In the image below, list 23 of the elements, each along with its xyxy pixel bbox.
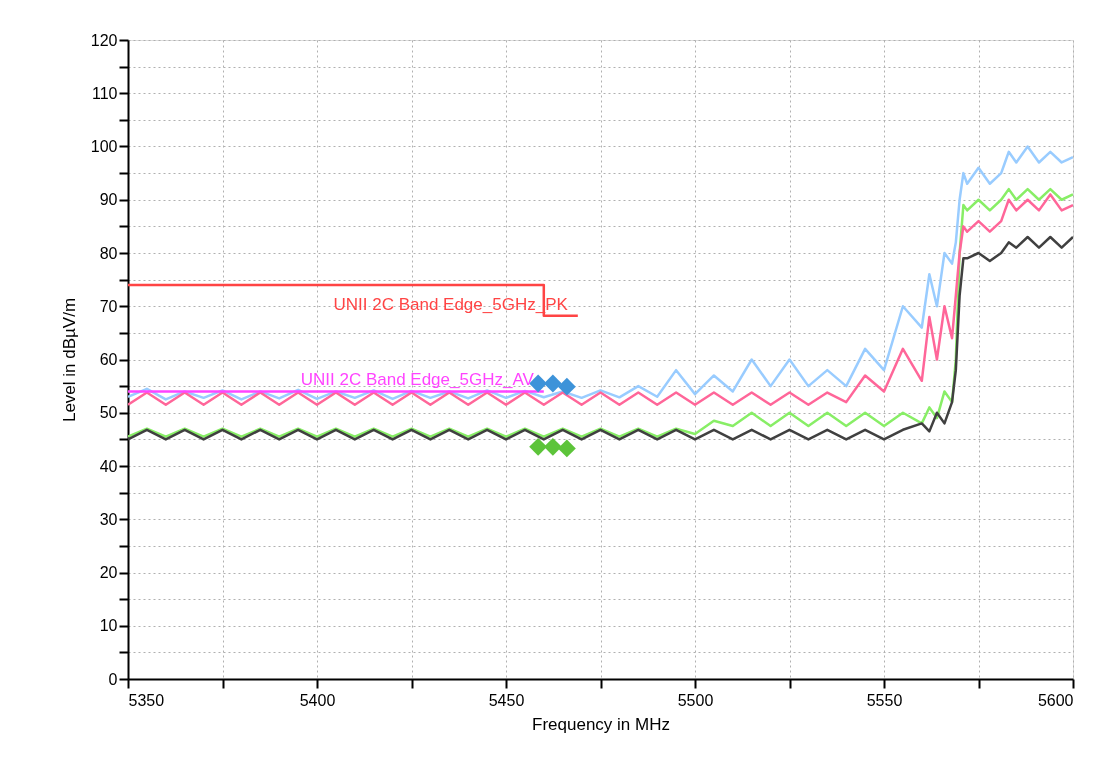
y-axis-title: Level in dBµV/m xyxy=(59,297,79,423)
y-tick-label: 0 xyxy=(108,670,118,688)
y-tick-label: 10 xyxy=(99,617,118,635)
x-tick-label: 5550 xyxy=(866,691,903,709)
x-tick-label: 5500 xyxy=(677,691,714,709)
x-tick-label: 5450 xyxy=(488,691,525,709)
x-tick-label: 5350 xyxy=(128,691,165,709)
y-tick-label: 30 xyxy=(99,510,118,528)
y-tick-label: 90 xyxy=(99,191,118,209)
y-tick-label: 60 xyxy=(99,351,118,368)
x-axis-title: Frequency in MHz xyxy=(532,714,670,734)
y-tick-label: 50 xyxy=(99,404,118,422)
annotation: UNII 2C Band Edge_5GHz_AV xyxy=(300,370,535,390)
line-series xyxy=(128,145,1073,401)
x-tick-label: 5600 xyxy=(1037,691,1074,709)
x-tick-label: 5400 xyxy=(299,691,336,709)
y-tick-label: 40 xyxy=(99,457,118,475)
y-tick-label: 100 xyxy=(90,138,118,155)
y-tick-label: 110 xyxy=(91,84,118,102)
y-tick-label: 70 xyxy=(99,297,118,315)
y-tick-label: 80 xyxy=(99,244,118,262)
y-tick-label: 120 xyxy=(90,31,118,49)
y-tick-label: 20 xyxy=(99,564,118,581)
